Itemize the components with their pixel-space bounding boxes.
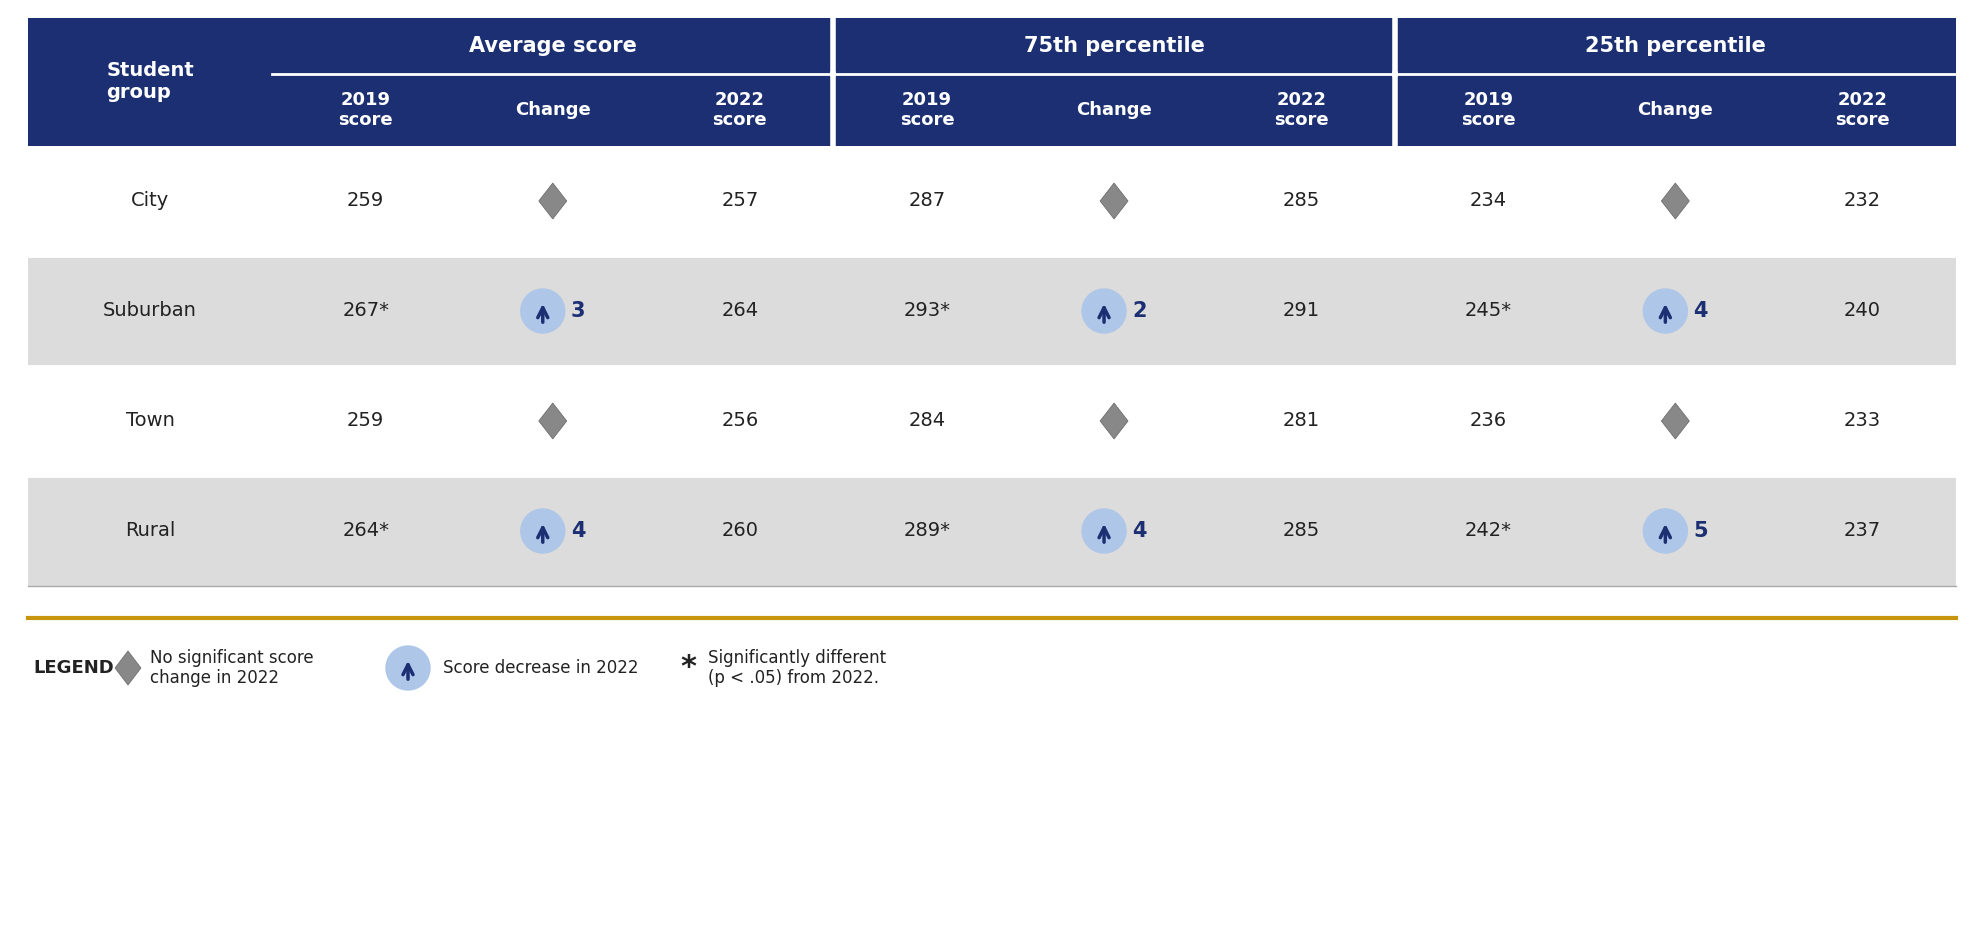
Text: 2: 2 <box>1133 301 1147 321</box>
Text: 260: 260 <box>722 522 758 540</box>
Text: 2019
score: 2019 score <box>339 91 393 130</box>
Bar <box>458 74 647 146</box>
Polygon shape <box>540 403 567 439</box>
Bar <box>28 146 1956 256</box>
Text: 2022
score: 2022 score <box>1835 91 1891 130</box>
Text: Significantly different
(p < .05) from 2022.: Significantly different (p < .05) from 2… <box>708 648 887 687</box>
Text: 285: 285 <box>1282 191 1319 211</box>
Text: LEGEND: LEGEND <box>34 659 113 677</box>
Text: Change: Change <box>1075 101 1153 119</box>
Polygon shape <box>1661 403 1688 439</box>
Bar <box>647 74 833 146</box>
Text: 4: 4 <box>1133 521 1147 541</box>
Text: City: City <box>131 191 169 211</box>
Text: Student
group: Student group <box>107 61 194 103</box>
Text: Change: Change <box>1637 101 1714 119</box>
Polygon shape <box>1099 403 1129 439</box>
Bar <box>28 476 1956 586</box>
Bar <box>1395 74 1581 146</box>
Text: 281: 281 <box>1282 412 1319 430</box>
Bar <box>1020 74 1208 146</box>
Text: 285: 285 <box>1282 522 1319 540</box>
Text: 2019
score: 2019 score <box>899 91 954 130</box>
Circle shape <box>387 646 431 690</box>
Circle shape <box>520 289 565 333</box>
Circle shape <box>1081 509 1127 553</box>
Text: 289*: 289* <box>903 522 950 540</box>
Text: 2022
score: 2022 score <box>712 91 768 130</box>
Text: 232: 232 <box>1843 191 1881 211</box>
Text: 240: 240 <box>1843 302 1881 320</box>
Text: Average score: Average score <box>468 36 637 56</box>
Bar <box>1208 74 1395 146</box>
Circle shape <box>520 509 565 553</box>
Circle shape <box>1081 289 1127 333</box>
Text: 242*: 242* <box>1464 522 1512 540</box>
Text: Town: Town <box>125 412 175 430</box>
Text: 284: 284 <box>909 412 946 430</box>
Text: 25th percentile: 25th percentile <box>1585 36 1766 56</box>
Text: 233: 233 <box>1843 412 1881 430</box>
Bar <box>28 256 1956 366</box>
Circle shape <box>1643 289 1686 333</box>
Text: Score decrease in 2022: Score decrease in 2022 <box>442 659 639 677</box>
Text: 3: 3 <box>571 301 585 321</box>
Text: 291: 291 <box>1282 302 1319 320</box>
Bar <box>833 18 1395 74</box>
Text: 259: 259 <box>347 191 385 211</box>
Circle shape <box>1643 509 1686 553</box>
Text: 257: 257 <box>722 191 758 211</box>
Bar <box>833 74 1020 146</box>
Text: 264: 264 <box>722 302 758 320</box>
Text: 75th percentile: 75th percentile <box>1024 36 1204 56</box>
Bar <box>1770 74 1956 146</box>
Text: No significant score
change in 2022: No significant score change in 2022 <box>151 648 313 687</box>
Text: 237: 237 <box>1843 522 1881 540</box>
Polygon shape <box>115 651 141 685</box>
Polygon shape <box>1661 183 1688 219</box>
Polygon shape <box>540 183 567 219</box>
Text: Change: Change <box>516 101 591 119</box>
Text: 4: 4 <box>571 521 585 541</box>
Text: 236: 236 <box>1470 412 1506 430</box>
Text: 264*: 264* <box>341 522 389 540</box>
Bar <box>28 366 1956 476</box>
Text: 287: 287 <box>909 191 946 211</box>
Text: Rural: Rural <box>125 522 175 540</box>
Bar <box>28 18 272 146</box>
Bar <box>1395 18 1956 74</box>
Text: 2019
score: 2019 score <box>1460 91 1516 130</box>
Text: 245*: 245* <box>1464 302 1512 320</box>
Text: 293*: 293* <box>903 302 950 320</box>
Bar <box>272 74 458 146</box>
Bar <box>1581 74 1770 146</box>
Text: Suburban: Suburban <box>103 302 196 320</box>
Text: 4: 4 <box>1694 301 1708 321</box>
Text: 256: 256 <box>722 412 758 430</box>
Text: 259: 259 <box>347 412 385 430</box>
Text: *: * <box>681 653 696 683</box>
Text: 5: 5 <box>1694 521 1708 541</box>
Polygon shape <box>1099 183 1129 219</box>
Text: 267*: 267* <box>341 302 389 320</box>
Text: 2022
score: 2022 score <box>1274 91 1329 130</box>
Bar <box>272 18 833 74</box>
Text: 234: 234 <box>1470 191 1506 211</box>
